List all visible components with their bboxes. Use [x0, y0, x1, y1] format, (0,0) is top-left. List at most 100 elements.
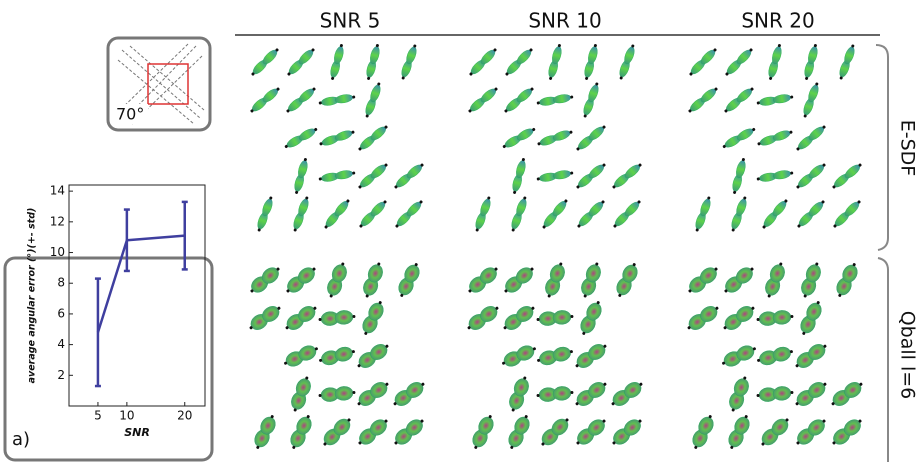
row-label: Qball l=6 [897, 311, 919, 400]
glyph [794, 161, 827, 191]
glyph [828, 378, 866, 411]
glyph [542, 260, 568, 300]
glyph [574, 123, 607, 153]
glyph-lobe [552, 310, 571, 326]
x-tick-label: 5 [94, 409, 102, 423]
glyph [359, 298, 387, 337]
glyph [506, 374, 532, 414]
glyph [287, 412, 315, 451]
glyph-grids [246, 43, 866, 452]
glyph [317, 344, 356, 367]
glyph [546, 43, 563, 81]
column-header: SNR 5 [320, 9, 381, 33]
glyph [572, 378, 610, 411]
glyph [581, 81, 601, 119]
glyph [535, 344, 574, 367]
glyph [828, 415, 865, 450]
panel-label: a) [12, 429, 30, 450]
glyph [729, 195, 749, 233]
glyph [464, 302, 502, 335]
glyph [509, 195, 529, 233]
glyph [723, 46, 755, 78]
glyph [617, 43, 637, 81]
glyph [792, 378, 830, 411]
glyph [582, 43, 599, 81]
glyph [684, 263, 721, 298]
glyph [719, 342, 758, 370]
glyph [760, 197, 790, 230]
glyph-lobe [334, 310, 353, 326]
glyph [318, 309, 356, 326]
glyph [802, 43, 819, 81]
glyph [756, 93, 794, 107]
glyph [285, 46, 317, 78]
glyph [757, 414, 793, 450]
x-tick-label: 20 [177, 409, 192, 423]
y-tick-label: 6 [57, 306, 65, 320]
glyph [251, 412, 279, 451]
glyph [730, 157, 747, 195]
glyph-lobe [772, 386, 791, 402]
y-tick-label: 10 [50, 245, 65, 259]
glyph [390, 378, 428, 411]
glyph [792, 340, 830, 373]
glyph [354, 378, 392, 411]
glyph [510, 157, 527, 195]
glyph [500, 302, 538, 335]
glyph [499, 342, 538, 370]
glyph [503, 46, 535, 78]
x-axis-label: SNR [124, 426, 150, 439]
glyph [537, 414, 573, 450]
glyph [357, 198, 389, 230]
glyph [473, 195, 493, 233]
glyph [322, 197, 352, 230]
glyph [837, 43, 857, 81]
glyph [288, 374, 314, 414]
glyph [795, 198, 827, 230]
glyph [798, 260, 824, 300]
glyph [762, 260, 788, 300]
glyph [392, 161, 425, 191]
y-tick-label: 14 [50, 184, 65, 198]
glyph [248, 85, 281, 115]
y-axis-label: average angular error (°)(+- std) [27, 208, 38, 384]
glyph [466, 85, 499, 115]
glyph [801, 81, 821, 119]
row-label: E-SDF [897, 120, 919, 176]
glyph [725, 412, 753, 451]
glyph-lobe [334, 386, 353, 402]
glyph [575, 198, 607, 230]
glyph [536, 128, 574, 148]
glyph [364, 43, 381, 81]
glyph [608, 378, 646, 411]
glyph [610, 161, 643, 191]
glyph [613, 260, 641, 299]
glyph [284, 85, 317, 115]
column-header: SNR 20 [741, 9, 814, 33]
glyph [572, 340, 610, 373]
glyph [292, 157, 309, 195]
glyph [686, 85, 719, 115]
glyph [354, 340, 392, 373]
glyph [281, 342, 320, 370]
glyph [830, 161, 863, 191]
glyph [797, 298, 825, 337]
glyph [318, 385, 356, 402]
row-bracket [876, 45, 888, 250]
glyph [755, 344, 794, 367]
y-tick-label: 2 [57, 368, 65, 382]
y-tick-label: 12 [50, 214, 65, 228]
glyph [684, 302, 722, 335]
glyph [578, 260, 604, 300]
row-bracket [878, 258, 888, 462]
glyph [577, 298, 605, 337]
glyph [689, 412, 717, 451]
glyph [318, 128, 356, 148]
glyph [611, 198, 643, 230]
glyph [356, 161, 389, 191]
glyph [319, 414, 355, 450]
glyph [536, 169, 574, 183]
glyph [501, 125, 537, 150]
inset-label: 70° [116, 105, 144, 124]
glyph-lobe [772, 310, 791, 326]
